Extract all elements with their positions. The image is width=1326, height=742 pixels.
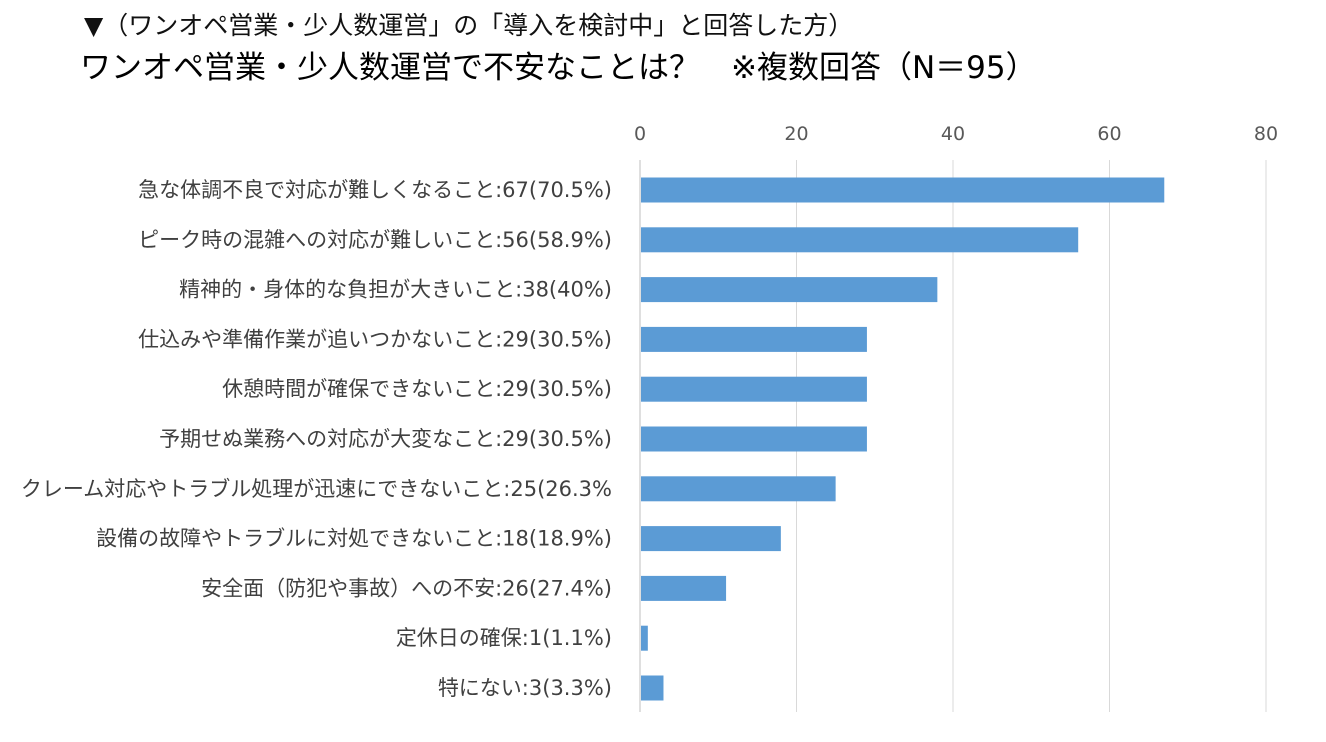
- bar: [641, 177, 1165, 203]
- chart-title: ワンオペ営業・少人数運営で不安なことは？ ※複数回答（N＝95）: [80, 50, 1037, 86]
- bar: [641, 476, 836, 502]
- bar: [641, 326, 867, 352]
- category-label: 急な体調不良で対応が難しくなること:67(70.5%): [138, 178, 612, 202]
- x-tick-label: 20: [784, 123, 808, 145]
- bar: [641, 526, 781, 552]
- category-label: 予期せぬ業務への対応が大変なこと:29(30.5%): [159, 427, 612, 451]
- bar: [641, 376, 867, 402]
- category-label: 定休日の確保:1(1.1%): [396, 626, 612, 650]
- x-tick-label: 80: [1254, 123, 1278, 145]
- category-label: ピーク時の混雑への対応が難しいこと:56(58.9%): [138, 228, 612, 252]
- category-label: 仕込みや準備作業が追いつかないこと:29(30.5%): [138, 327, 612, 351]
- bar: [641, 625, 648, 651]
- category-label: 精神的・身体的な負担が大きいこと:38(40%): [179, 278, 612, 302]
- category-label: 休憩時間が確保できないこと:29(30.5%): [222, 377, 612, 401]
- chart-subtitle: ▼（ワンオペ営業・少人数運営」の「導入を検討中」と回答した方）: [84, 11, 854, 40]
- category-label: 安全面（防犯や事故）への不安:26(27.4%): [201, 576, 612, 600]
- category-labels: 急な体調不良で対応が難しくなること:67(70.5%) ピーク時の混雑への対応が難…: [21, 178, 612, 700]
- bar: [641, 277, 938, 303]
- category-label: 設備の故障やトラブルに対処できないこと:18(18.9%): [96, 527, 612, 551]
- gridlines: [639, 160, 1267, 712]
- bars: [641, 177, 1165, 701]
- category-label: 特にない:3(3.3%): [438, 676, 612, 700]
- x-tick-label: 40: [941, 123, 965, 145]
- bar: [641, 426, 867, 452]
- bar: [641, 227, 1079, 253]
- x-tick-label: 0: [634, 123, 646, 145]
- bar: [641, 675, 664, 701]
- category-label: クレーム対応やトラブル処理が迅速にできないこと:25(26.3%: [21, 477, 612, 501]
- x-tick-label: 60: [1097, 123, 1121, 145]
- x-axis-ticks: 0 20 40 60 80: [634, 123, 1278, 145]
- bar: [641, 575, 727, 601]
